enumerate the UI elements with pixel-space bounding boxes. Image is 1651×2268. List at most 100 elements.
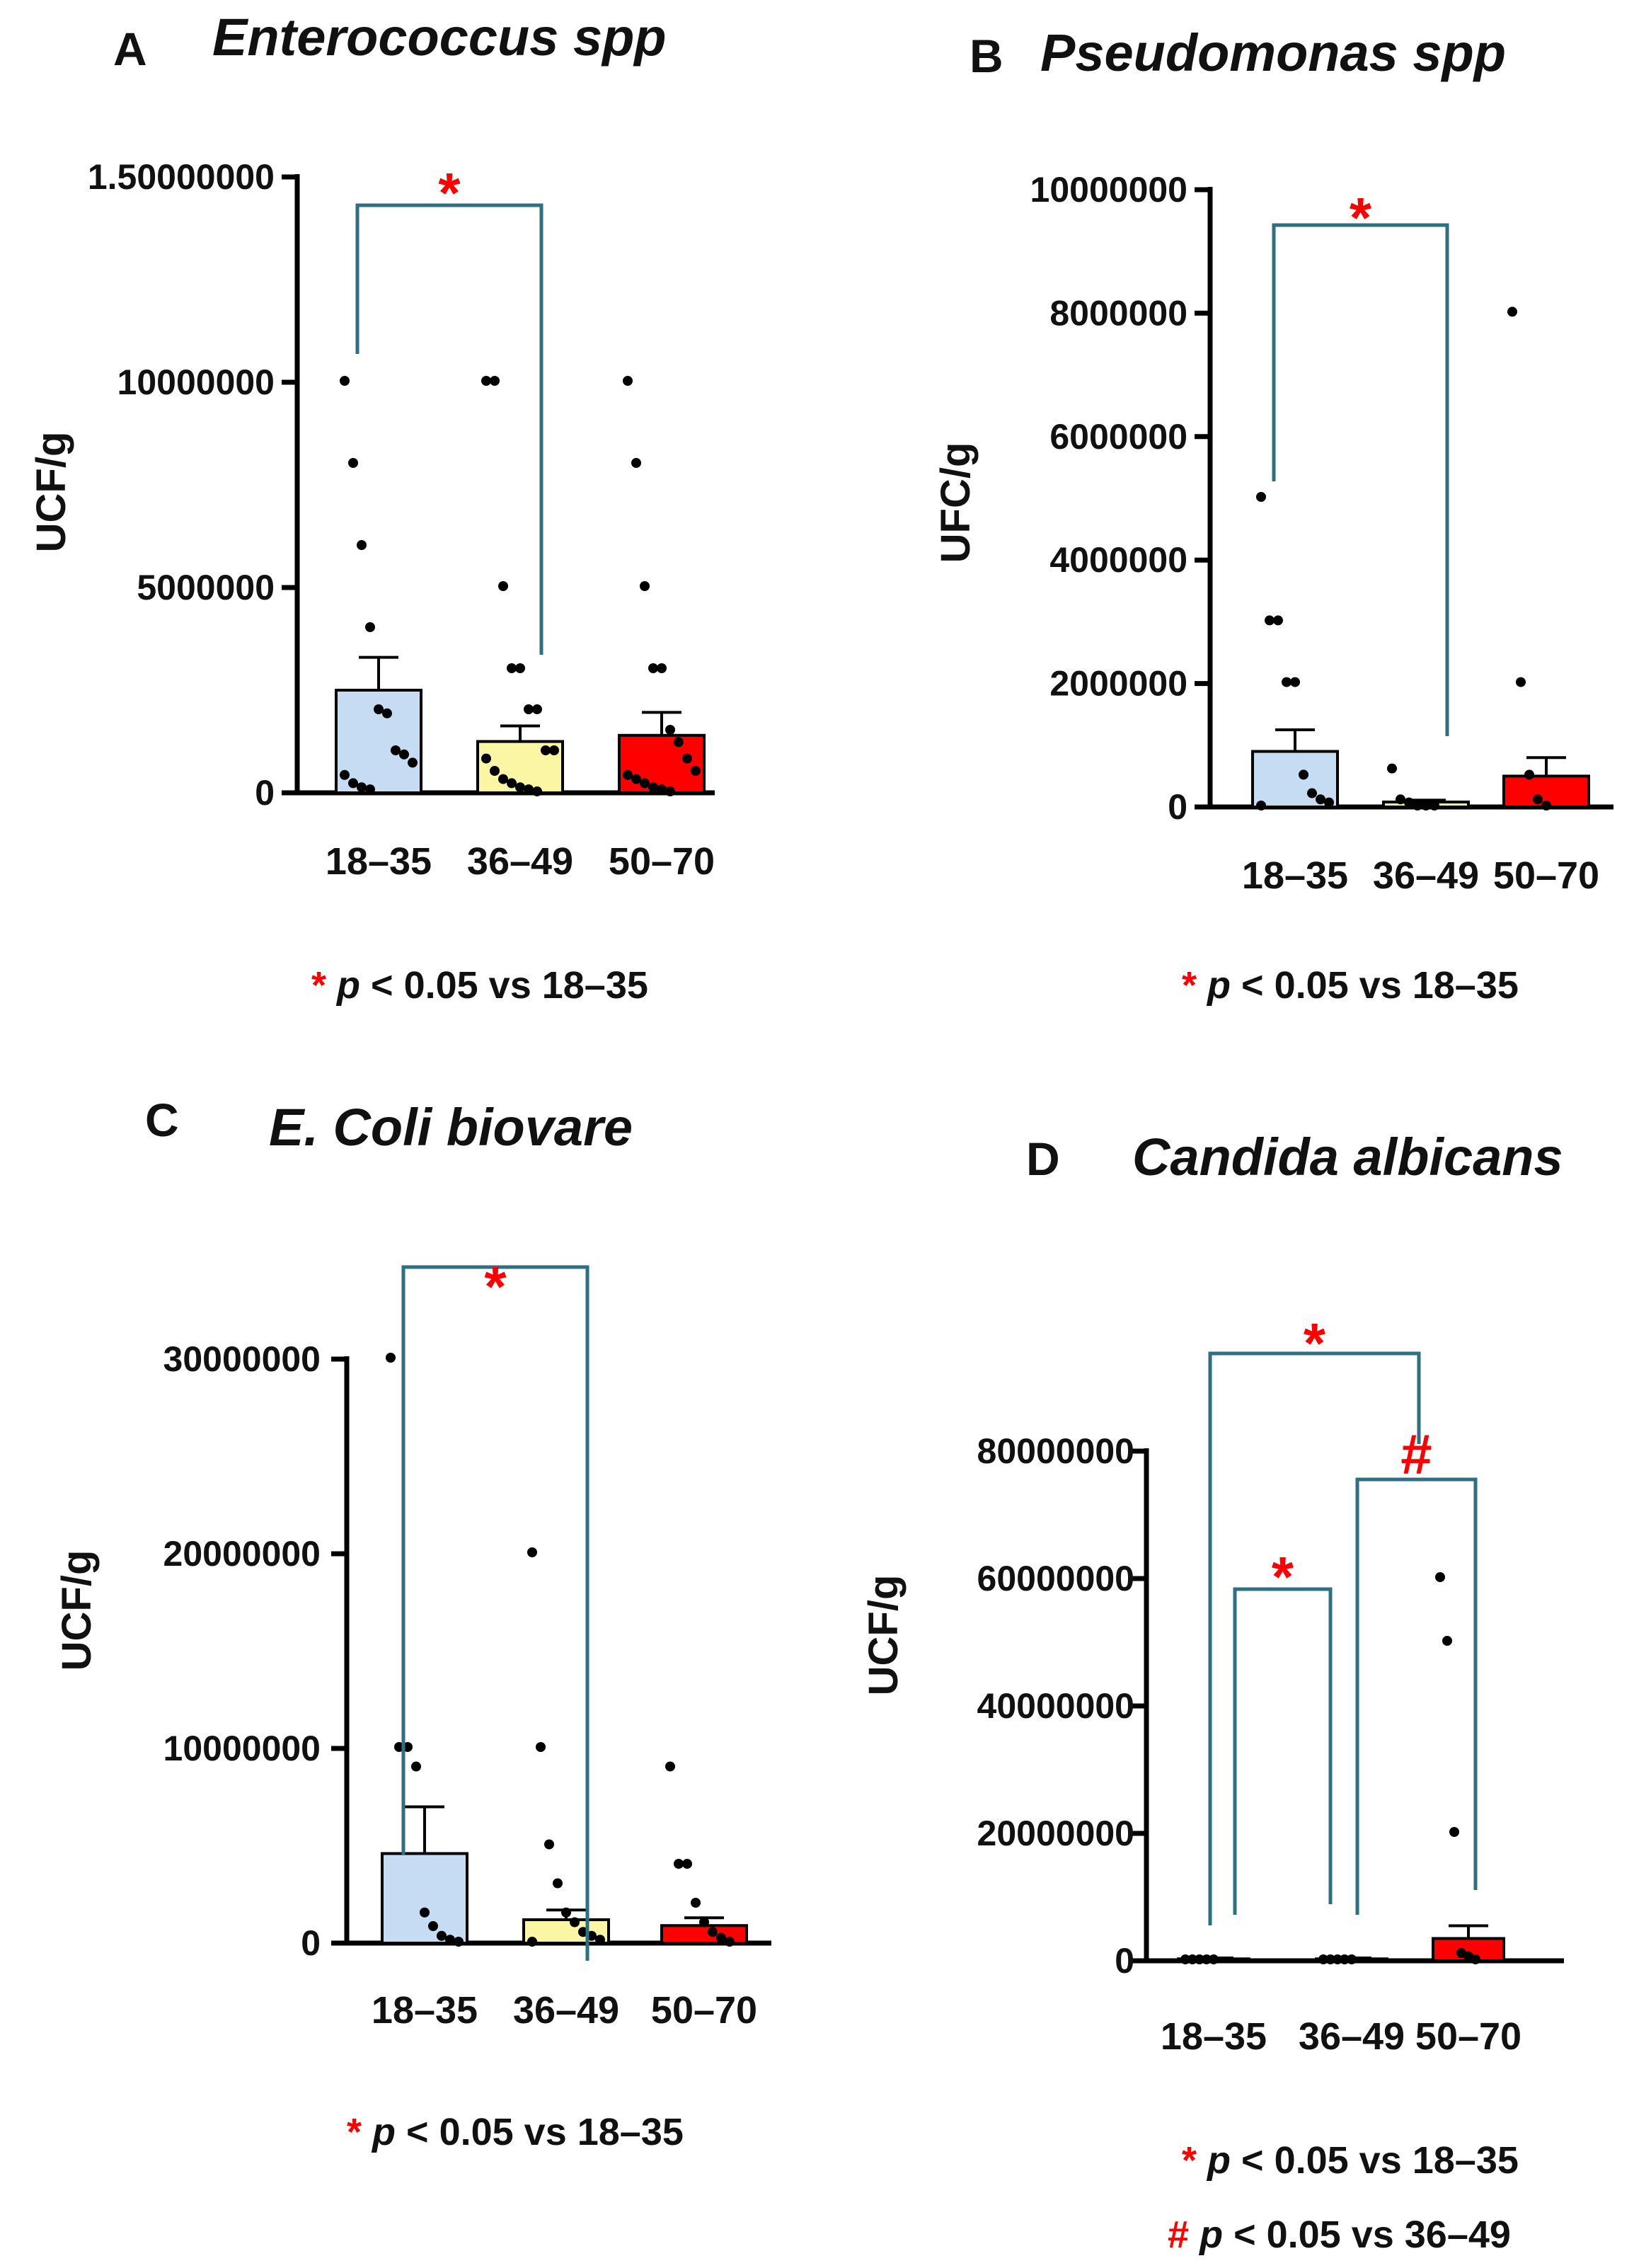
data-point [1333,1954,1342,1964]
data-point [699,1917,709,1928]
significance-note: # p < 0.05 vs 36–49 [1168,2213,1511,2256]
data-point [640,778,650,789]
bar [618,733,706,795]
significance-note: * p < 0.05 vs 18–35 [311,964,648,1007]
data-point [1187,1954,1197,1964]
data-point [1318,1954,1328,1964]
data-point [570,1917,580,1928]
chart-panel-b: B Pseudomonas spp UFC/g 0 2000000 4000000 6000… [933,23,1613,1007]
data-point [708,1927,718,1937]
x-category-label: 18–35 [372,1989,478,2032]
data-point [595,1935,605,1945]
data-point [411,1761,421,1772]
data-point [1273,615,1283,626]
note-text: < 0.05 vs 18–35 [360,964,648,1007]
data-point [420,1907,430,1918]
x-category-label: 36–49 [467,840,573,883]
data-point [527,1547,537,1557]
panel-title: E. Coli biovare [269,1098,633,1157]
significance-marker: * [438,161,461,224]
data-point [1471,1954,1480,1964]
data-point [541,745,551,755]
data-point [691,1898,701,1908]
data-point [524,784,534,795]
bar [381,1852,468,1945]
significance-marker: # [1400,1423,1432,1486]
note-symbol: * [1182,964,1197,1007]
panel-letter: C [145,1094,179,1146]
data-point [386,1353,396,1363]
data-point [532,786,542,796]
note-p: p [1206,2139,1231,2182]
data-point [507,778,517,789]
data-point [623,769,633,780]
note-p: p [335,964,360,1007]
data-point [682,753,692,764]
y-tick-label: 20000000 [977,1814,1134,1853]
y-tick-label: 0 [301,1923,321,1963]
note-text: < 0.05 vs 18–35 [1231,964,1519,1007]
x-category-label: 36–49 [1299,2015,1405,2058]
data-point [631,458,641,468]
panel-letter: D [1026,1133,1060,1185]
significance-bracket [1272,223,1449,736]
note-symbol: * [311,964,326,1007]
y-tick-label: 10000000 [163,1729,321,1768]
data-point [1404,797,1414,808]
data-point [437,1930,447,1941]
significance-marker: * [1272,1545,1294,1608]
data-point [1180,1954,1190,1964]
significance-marker: * [1304,1312,1326,1375]
note-space [1197,964,1207,1007]
data-point [1316,794,1325,805]
data-point [490,766,500,776]
data-point [507,663,517,673]
chart-panel-d: D Candida albicans UCF/g 0 20000000 40000000 6… [861,1128,1564,2256]
data-point [365,784,375,795]
data-point [348,778,358,789]
data-point [1442,1636,1452,1646]
data-point [1507,307,1517,317]
y-axis-label: UCF/g [28,432,74,553]
data-point [1533,794,1543,805]
significance-note: * p < 0.05 vs 18–35 [1182,2139,1519,2182]
data-point [716,1932,726,1943]
data-point [391,745,401,755]
significance-bracket [1208,1351,1421,1925]
significance-bracket [401,1265,589,1961]
data-point [1396,794,1405,805]
data-point [725,1937,735,1947]
x-category-label: 50–70 [1415,2015,1521,2058]
data-point [553,1878,563,1889]
y-tick-label: 1.50000000 [88,157,275,197]
data-point [365,622,375,632]
data-point [665,725,675,735]
data-point [1516,677,1526,687]
data-point [682,1859,692,1869]
y-axis-label: UCF/g [54,1550,100,1671]
panel-title: Enterococcus spp [212,8,667,67]
data-point [657,663,667,673]
data-point [1387,763,1397,774]
data-point [1325,1954,1335,1964]
note-p: p [371,2111,396,2153]
panel-title: Candida albicans [1132,1128,1563,1186]
significance-marker: * [1350,186,1372,249]
note-symbol: * [1182,2139,1197,2182]
chart-panel-a: A Enterococcus spp UCF/g 0 5000000 10000000 1.… [28,8,715,1007]
significance-note: * p < 0.05 vs 18–35 [347,2111,684,2153]
data-point [399,749,409,760]
panel-title: Pseudomonas spp [1040,23,1506,82]
data-point [1429,801,1439,811]
x-category-label: 50–70 [609,840,715,883]
data-point [544,1839,554,1850]
data-point [1347,1954,1357,1964]
data-point [1256,801,1266,811]
data-point [1340,1954,1350,1964]
y-axis-label: UCF/g [861,1575,907,1696]
data-point [631,774,641,784]
data-point [382,708,392,718]
significance-bracket [355,203,543,655]
note-space [326,964,337,1007]
